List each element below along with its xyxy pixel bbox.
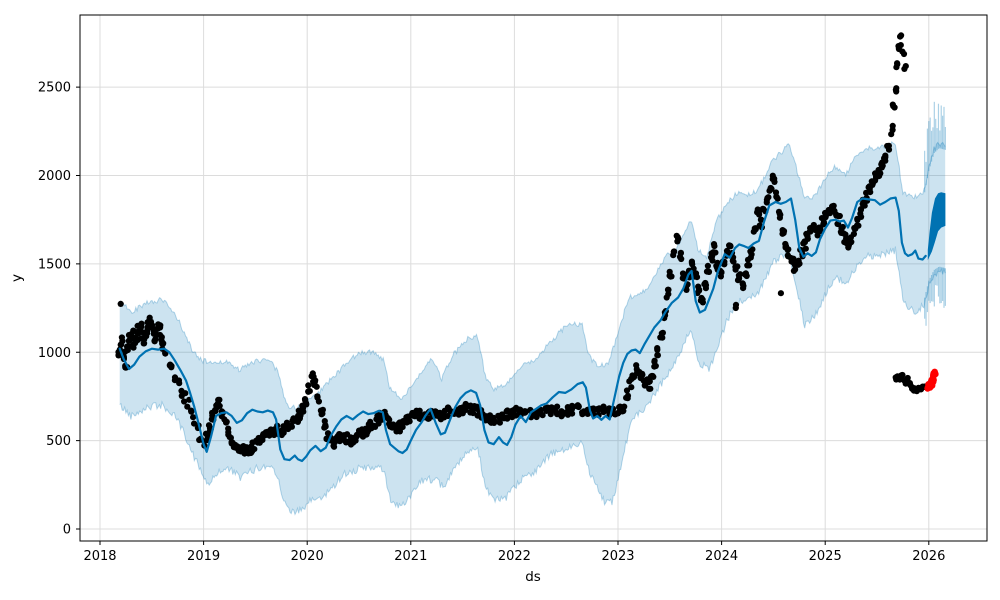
x-tick-label-2023: 2023 <box>601 549 634 564</box>
x-tick-label-2026: 2026 <box>912 549 945 564</box>
y-tick-label-2000: 2000 <box>38 169 71 184</box>
y-tick-label-1000: 1000 <box>38 346 71 361</box>
forecast-envelope-blob <box>927 192 946 261</box>
x-tick-label-2022: 2022 <box>498 549 531 564</box>
forecast-stripe-artifacts <box>924 101 946 326</box>
axes <box>76 14 988 545</box>
y-tick-labels: 0 500 1000 1500 2000 2500 <box>38 81 71 538</box>
observed-points <box>115 32 930 457</box>
x-tick-label-2019: 2019 <box>187 549 220 564</box>
y-tick-label-500: 500 <box>46 434 71 449</box>
x-tick-label-2025: 2025 <box>809 549 842 564</box>
y-axis-label: y <box>9 274 25 282</box>
x-tick-labels: 2018 2019 2020 2021 2022 2023 2024 2025 2026 <box>83 549 945 564</box>
x-tick-label-2024: 2024 <box>705 549 738 564</box>
y-tick-label-2500: 2500 <box>38 81 71 96</box>
y-tick-label-0: 0 <box>63 523 71 538</box>
recent-red-points <box>924 368 939 392</box>
x-tick-label-2021: 2021 <box>394 549 427 564</box>
x-axis-label: ds <box>525 569 541 585</box>
uncertainty-band <box>119 141 946 516</box>
forecast-line <box>118 196 927 463</box>
x-tick-label-2020: 2020 <box>291 549 324 564</box>
x-tick-label-2018: 2018 <box>83 549 116 564</box>
y-tick-label-1500: 1500 <box>38 257 71 272</box>
